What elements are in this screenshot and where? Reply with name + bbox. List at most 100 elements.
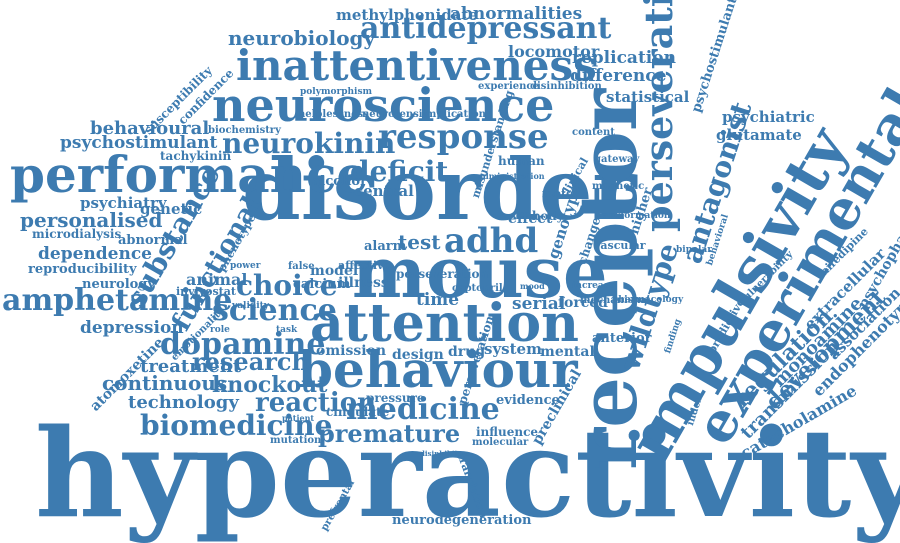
word-dopamine: dopamine — [160, 327, 326, 362]
word-disinhibition: disinhibition — [530, 81, 602, 92]
word-dependence: dependence — [38, 244, 152, 264]
word-research: research — [192, 347, 309, 376]
word-mental: mental — [540, 344, 595, 360]
word-methylphenidate: methylphenidate — [336, 6, 478, 24]
word-psychostimulants: psychostimulants — [689, 0, 743, 115]
word-nifedipine: power — [230, 261, 261, 271]
word-change: vascular — [594, 239, 646, 252]
word-illness: illness — [338, 275, 389, 291]
word-higher: increase — [572, 281, 615, 291]
word-forced: forced — [558, 295, 608, 311]
word-neurokinin: neurokinin — [222, 127, 396, 160]
word-continuous: continuous — [102, 371, 228, 395]
word-cingulate: cingulate — [326, 405, 390, 419]
word-bipolar: false — [288, 261, 315, 272]
word-experience: experience — [478, 81, 539, 92]
word-increase: magnetic — [592, 181, 645, 192]
word-emotionality: mutation — [270, 435, 322, 446]
word-psychiatric: psychiatric — [722, 108, 815, 126]
word-amphetamine: amphetamine — [2, 283, 233, 318]
word-content: transformation — [594, 211, 671, 221]
word-knockout: knockout — [212, 372, 328, 398]
word-medicine: medicine — [346, 392, 500, 427]
word-choice: choice — [236, 269, 338, 302]
word-neurology: neurology — [82, 277, 155, 292]
word-neurotensin: neurotensin — [362, 109, 430, 120]
word-system: system — [484, 340, 542, 358]
word-reaction: reaction — [255, 388, 377, 418]
word-vascular: gateway — [594, 154, 640, 165]
word-task: effect — [508, 211, 553, 227]
word-helplessness: helplessness — [298, 109, 369, 120]
word-behavioral: role — [210, 325, 230, 335]
word-behaviour: behaviour — [298, 340, 578, 399]
word-magnetic: bipolar — [676, 245, 712, 255]
word-index: mood — [520, 281, 545, 291]
word-genetic: genetic — [140, 200, 203, 218]
word-science: science — [212, 293, 337, 328]
word-omission: omission — [316, 343, 387, 359]
word-serial: serial — [512, 294, 566, 314]
word-reproducibility: reproducibility — [28, 262, 137, 277]
word-channel: abnormal — [118, 233, 188, 248]
word-locomotor: locomotor — [508, 42, 600, 61]
word-anterior: anterior — [592, 331, 652, 346]
word-alcohol: alcohol — [312, 174, 366, 189]
word-animal: animal — [186, 270, 248, 289]
word-disinhibitors: patient — [282, 413, 315, 423]
word-neurodegeneration: neurodegeneration — [392, 513, 532, 528]
word-screen: mechanism — [580, 295, 645, 306]
word-mouse: mouse — [352, 231, 608, 314]
word-adhd: adhd — [444, 221, 539, 261]
word-clinical: administration — [478, 171, 545, 181]
word-power: affective — [338, 259, 391, 272]
word-effect: body — [532, 209, 564, 223]
word-statistical: statistical — [606, 88, 690, 106]
word-abnormalities: abnormalities — [450, 4, 583, 24]
word-psychiatry: psychiatry — [80, 194, 167, 212]
word-implication: implication — [422, 109, 486, 120]
word-mechanism: content — [572, 127, 615, 138]
word-attention: attention — [310, 293, 579, 354]
word-model: model — [310, 263, 359, 279]
word-inattentiveness: inattentiveness — [236, 41, 597, 90]
word-human: motor — [542, 187, 580, 200]
word-influence: influence — [476, 425, 539, 439]
word-test: test — [398, 230, 441, 254]
word-design: design — [392, 347, 444, 363]
word-gateway: pharmacology — [612, 295, 684, 305]
word-mutation: validity — [232, 301, 269, 311]
word-central: central — [354, 182, 414, 200]
word-personalised: personalised — [20, 208, 163, 232]
word-biomedicine: biomedicine — [140, 409, 333, 442]
word-depression: depression — [80, 318, 184, 338]
word-invivostat: invivostat — [176, 285, 236, 298]
word-evidence: evidence — [496, 393, 560, 408]
word-validity: task — [276, 325, 298, 335]
word-tachykinin: tachykinin — [160, 149, 232, 163]
word-administration: disinhibitors — [420, 449, 471, 458]
word-performance: performance — [10, 145, 369, 204]
word-antidepressant: antidepressant — [360, 11, 612, 46]
word-hyperactivity: hyperactivity — [35, 401, 900, 543]
word-pressure: pressure — [366, 391, 425, 405]
word-false: perseveration — [396, 267, 489, 281]
word-time: time — [416, 290, 460, 310]
word-premature: premature — [318, 419, 461, 448]
word-response: response — [378, 117, 549, 157]
word-drug: drug — [448, 344, 486, 360]
word-calcium: calcium — [293, 277, 351, 292]
word-molecular: molecular — [472, 437, 529, 448]
word-alarm: alarm — [364, 239, 407, 254]
word-neuroscience: neuroscience — [212, 78, 555, 132]
word-biochemistry: biochemistry — [208, 125, 281, 136]
word-treatment: treatment — [140, 356, 242, 377]
word-glutamate: glutamate — [716, 126, 802, 144]
word-replication: replication — [572, 48, 676, 68]
word-role: captopril — [452, 283, 503, 294]
word-psychostimulant: psychostimulant — [60, 133, 218, 153]
word-behavioural: behavioural — [90, 118, 210, 139]
word-disorder: disorder — [242, 140, 637, 239]
word-microdialysis: microdialysis — [32, 227, 122, 241]
